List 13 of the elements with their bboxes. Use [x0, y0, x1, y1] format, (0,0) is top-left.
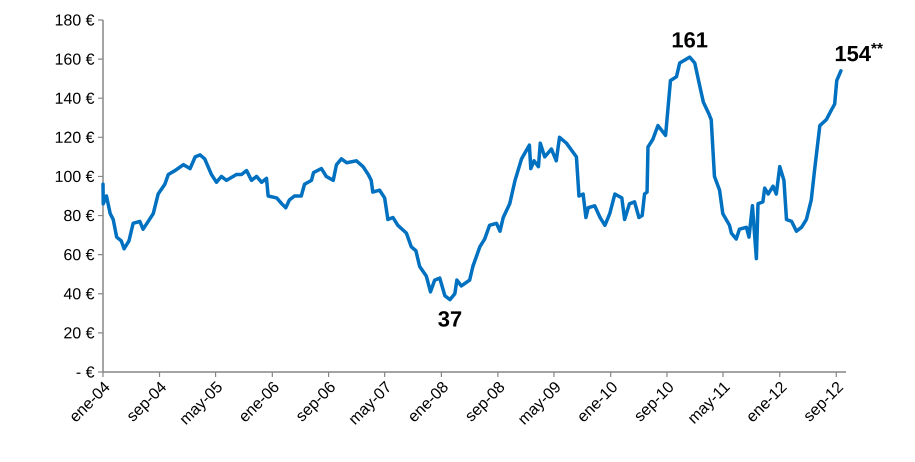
annotation: 37	[438, 311, 462, 327]
y-tick-label: 60 €	[64, 249, 94, 260]
y-tick-label: 80 €	[64, 210, 94, 222]
y-tick-label: 120 €	[56, 132, 94, 143]
y-tick-label: 40 €	[64, 288, 94, 300]
annotation: 154$^{**}$	[836, 43, 883, 62]
y-tick-label: - €	[76, 366, 94, 378]
y-tick-label: 100 €	[56, 170, 94, 182]
y-tick-label: 180 €	[56, 14, 94, 26]
y-tick-label: 20 €	[64, 327, 94, 339]
y-tick-label: 160 €	[56, 53, 94, 65]
y-tick-label: 140 €	[56, 92, 94, 104]
annotation: 161	[672, 32, 708, 48]
